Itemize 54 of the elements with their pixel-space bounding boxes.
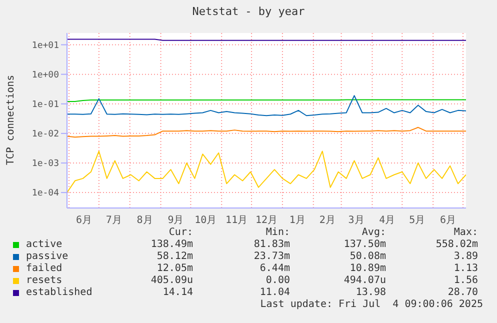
text: Min: xyxy=(266,227,290,238)
x-tick-label: 5月 xyxy=(409,215,426,226)
legend-label: active xyxy=(26,239,62,250)
text: 138.49m xyxy=(150,239,193,250)
y-tick-label: 1e-02 xyxy=(32,130,59,140)
legend-label: established xyxy=(26,287,92,298)
text: 58.12m xyxy=(156,251,193,262)
text: 558.02m xyxy=(436,239,478,250)
text: 10.89m xyxy=(350,263,386,274)
text: 0.00 xyxy=(266,275,290,286)
legend-label: passive xyxy=(26,251,68,262)
text: Avg: xyxy=(362,227,386,238)
x-tick-label: 11月 xyxy=(226,215,248,226)
line-series xyxy=(67,95,466,116)
text: 14.14 xyxy=(162,287,193,298)
x-tick-label: 12月 xyxy=(255,215,278,226)
text: 137.50m xyxy=(344,239,386,250)
legend-label: resets xyxy=(26,275,62,286)
text: Cur: xyxy=(168,227,193,238)
x-tick-label: 3月 xyxy=(348,215,364,226)
text: 11.04 xyxy=(260,287,290,298)
text: 23.73m xyxy=(254,251,290,262)
y-axis-title: TCP connections xyxy=(6,74,16,166)
text: 1.56 xyxy=(454,275,478,286)
x-tick-label: 6月 xyxy=(440,215,456,226)
text: 28.70 xyxy=(448,287,478,298)
text: Max: xyxy=(454,227,478,238)
y-tick-label: 1e-01 xyxy=(32,100,59,110)
text: 1.13 xyxy=(454,263,478,274)
x-tick-label: 10月 xyxy=(194,215,217,226)
text: 3.89 xyxy=(454,251,478,262)
x-tick-label: 9月 xyxy=(168,215,184,226)
legend-label: failed xyxy=(26,263,62,274)
text: 12.05m xyxy=(156,263,193,274)
line-series xyxy=(67,150,466,194)
text: 50.08m xyxy=(350,251,386,262)
text: 81.83m xyxy=(254,239,290,250)
y-tick-label: 1e-04 xyxy=(32,188,59,199)
y-tick-label: 1e+01 xyxy=(32,40,59,51)
y-tick-label: 1e+00 xyxy=(32,70,59,81)
y-tick-label: 1e-03 xyxy=(32,159,59,170)
text: 6.44m xyxy=(260,263,290,274)
x-tick-label: 4月 xyxy=(379,215,396,226)
text: 405.09u xyxy=(150,275,193,286)
x-tick-label: 6月 xyxy=(76,215,92,226)
x-tick-label: 8月 xyxy=(136,215,153,226)
line-series xyxy=(67,126,466,138)
text: 494.07u xyxy=(344,275,386,286)
x-tick-label: 1月 xyxy=(289,215,306,226)
chart-title: Netstat - by year xyxy=(191,5,306,18)
x-tick-label: 7月 xyxy=(106,215,122,226)
text: Last update: Fri Jul 4 09:00:06 2025 xyxy=(260,299,483,310)
text: 13.98 xyxy=(356,287,386,298)
x-tick-label: 2月 xyxy=(319,215,336,226)
